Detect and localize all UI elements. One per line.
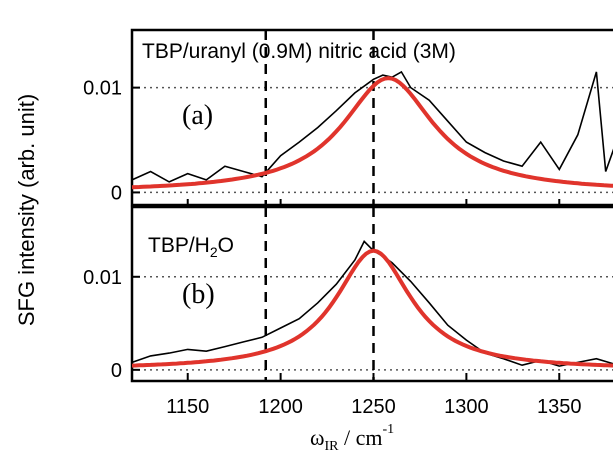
panel-a: 00.01 TBP/uranyl (0.9M) nitric acid (3M)… xyxy=(83,28,613,207)
panel-b: 00.01 TBP/H2O (b) xyxy=(83,205,613,383)
panel-a-label: TBP/uranyl (0.9M) nitric acid (3M) xyxy=(142,40,456,63)
xtick-label-3: 1300 xyxy=(444,396,489,418)
x-axis-label-main: ω xyxy=(310,425,324,450)
ytick-label-b-0: 0 xyxy=(111,360,122,382)
panel-b-label-sub: 2 xyxy=(210,244,218,260)
x-axis-label: ωIR / cm-1 xyxy=(310,422,394,454)
ytick-label-a-0: 0 xyxy=(111,182,122,204)
panel-b-y-ticks: 00.01 xyxy=(83,267,140,382)
xtick-label-1: 1200 xyxy=(258,396,303,418)
xtick-label-4: 1350 xyxy=(537,396,582,418)
ytick-label-a-1: 0.01 xyxy=(83,78,122,100)
x-axis-ticks: 1150 1200 1250 1300 1350 xyxy=(166,199,582,418)
panel-a-y-ticks: 00.01 xyxy=(83,78,140,204)
panel-b-fit-line xyxy=(131,248,613,368)
panel-a-tag: (a) xyxy=(182,100,213,131)
panel-a-vlines xyxy=(264,30,375,205)
panel-b-label: TBP/H2O xyxy=(148,234,234,260)
x-axis-label-sub: IR xyxy=(324,439,339,454)
panel-b-label-tail: O xyxy=(218,234,234,257)
xtick-label-2: 1250 xyxy=(351,396,396,418)
y-axis-label: SFG intensity (arb. unit) xyxy=(14,94,39,326)
panel-a-data-line xyxy=(131,70,613,183)
panel-b-label-main: TBP/H xyxy=(148,234,210,257)
ytick-label-b-1: 0.01 xyxy=(83,267,122,289)
x-axis-label-sup: -1 xyxy=(382,422,394,437)
x-axis-label-unit: / cm xyxy=(338,425,382,450)
panel-a-fit-line xyxy=(131,76,613,190)
xtick-label-0: 1150 xyxy=(166,396,209,418)
panel-b-tag: (b) xyxy=(182,279,215,310)
panel-b-vlines xyxy=(264,207,375,381)
